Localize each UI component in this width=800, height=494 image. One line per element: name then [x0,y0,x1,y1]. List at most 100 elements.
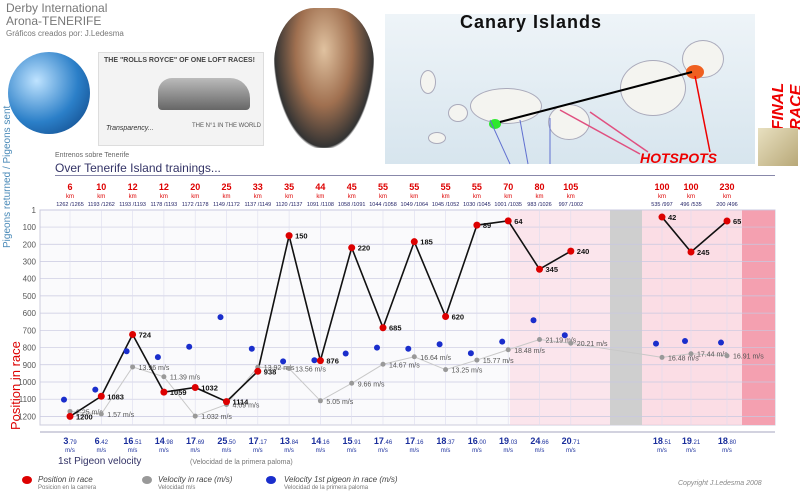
position-point [191,383,199,391]
first-velocity-unit: m/s [722,448,732,454]
race-ratio: 1172 /1178 [182,202,209,208]
island-el-hierro-icon [428,132,446,144]
race-km: 12 [159,182,169,192]
race-ratio: 535 /997 [651,202,672,208]
y-tick-label: 1100 [19,395,37,404]
position-label: 240 [577,247,590,256]
first-velocity-point [530,317,537,324]
first-velocity-value: 14.98 [155,436,174,446]
red-arrow-2 [589,111,649,153]
first-velocity-point [499,338,506,345]
first-velocity-unit: m/s [503,448,513,454]
race-km-unit: km [687,194,695,200]
position-point [97,392,105,400]
first-velocity-value: 16.51 [123,436,142,446]
position-label: 1114 [233,398,250,407]
first-velocity-value: 17.17 [249,436,268,446]
race-km-unit: km [379,194,387,200]
car-image-icon [158,78,250,110]
header-title: Derby International [6,1,108,15]
race-km-unit: km [410,194,418,200]
race-ratio: 1091 /1108 [307,202,334,208]
position-point [658,213,666,221]
trainings-title: Over Tenerife Island trainings... [55,161,221,175]
race-km-unit: km [536,194,544,200]
legend-position: Position in race [38,475,93,484]
race-ratio: 1193 /1193 [119,202,146,208]
map-arrows [489,71,711,165]
velocity-point [443,367,449,373]
first-velocity-unit: m/s [347,448,357,454]
first-velocity-value: 16.00 [468,436,487,446]
first-velocity-point [653,340,659,347]
position-label: 1083 [107,392,124,401]
island-la-gomera-icon [448,104,468,122]
position-point [348,244,356,252]
y-tick-label: 900 [23,361,37,370]
velocity-point [98,411,104,417]
first-velocity-value: 25.50 [217,436,236,446]
velocity-axis-label: 1st Pigeon velocity [58,456,142,467]
position-label: 876 [326,357,339,366]
first-velocity-unit: m/s [409,448,419,454]
legend-position-sub: Posicion en la carrera [38,485,97,491]
y-tick-label: 1200 [18,412,36,421]
position-point [536,265,543,273]
velocity-point [161,374,167,380]
first-velocity-unit: m/s [535,448,545,454]
position-point [504,217,512,225]
race-km: 12 [128,182,138,192]
legend-first-velocity: Velocity 1st pigeon in race (m/s) [284,475,398,484]
velocity-point [67,408,73,414]
velocity-point [286,365,292,371]
position-label: 1200 [76,412,93,421]
velocity-axis-sublabel: (Velocidad de la primera paloma) [190,459,293,466]
position-label: 685 [389,324,402,333]
race-ratio: 1149 /1172 [213,202,240,208]
first-velocity-value: 24.66 [530,436,549,446]
first-velocity-point [682,338,688,345]
final-race-band [642,210,742,425]
race-km: 25 [221,182,231,192]
black-arrow [499,71,693,123]
ad-n1: THE N°1 IN THE WORLD [192,123,261,129]
velocity-label: 16.91 m/s [733,354,764,361]
first-velocity-value: 15.91 [343,436,362,446]
first-velocity-unit: m/s [65,448,75,454]
first-velocity-point [217,314,224,321]
first-velocity-point [561,332,568,339]
race-km-unit: km [567,194,575,200]
velocity-point [349,380,355,386]
first-velocity-point [405,345,412,352]
velocity-point [411,354,417,360]
first-velocity-unit: m/s [316,448,326,454]
race-ratio: 1044 /1058 [369,202,397,208]
position-point [66,412,74,420]
race-km-unit: km [658,194,666,200]
position-point [567,247,575,255]
race-km: 6 [67,182,72,192]
start-point-icon [489,119,501,129]
hotspots-label: HOTSPOTS [640,150,718,166]
velocity-point [192,413,198,419]
velocity-label: 13.25 m/s [452,368,483,375]
first-velocity-point [248,345,255,352]
velocity-label: 13.96 m/s [139,365,170,372]
gap-band-red [742,210,775,425]
ad-tagline: THE "ROLLS ROYCE" OF ONE LOFT RACES! [104,57,255,64]
position-label: 245 [697,248,710,257]
race-km-unit: km [473,194,481,200]
race-km: 55 [409,182,419,192]
race-ratio: 1137 /1149 [244,202,271,208]
position-point [410,238,418,246]
first-velocity-unit: m/s [284,448,294,454]
header-credit: Gráficos creados por: J.Ledesma [6,29,124,38]
race-km: 55 [378,182,388,192]
velocity-label: 4.09 m/s [233,402,260,409]
velocity-label: 15.77 m/s [483,358,514,365]
race-km-unit: km [442,194,450,200]
race-km: 20 [190,182,200,192]
first-velocity-point [154,354,161,361]
first-velocity-point [436,341,443,348]
y-tick-label: 100 [23,223,37,232]
